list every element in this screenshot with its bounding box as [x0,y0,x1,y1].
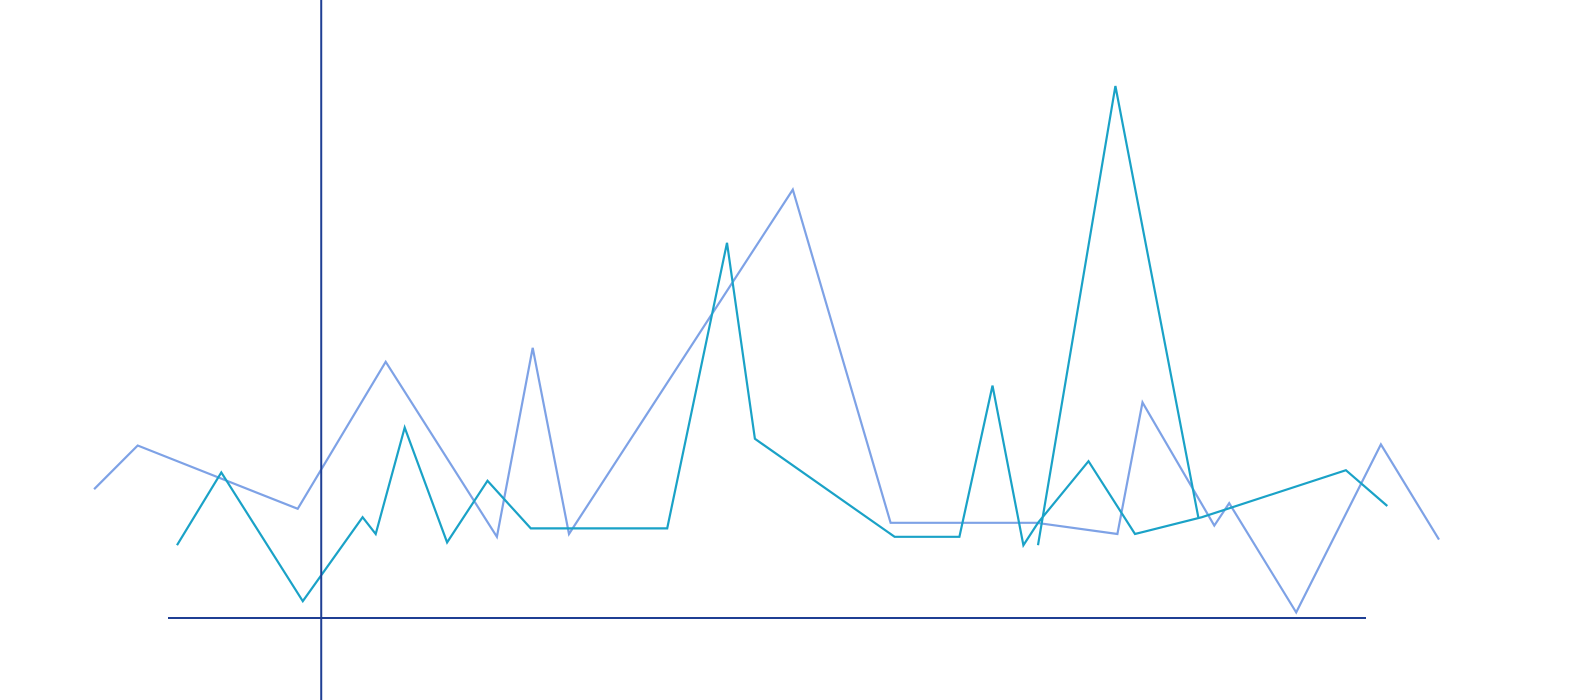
axis-layer [168,0,1366,700]
series-line-2 [176,242,1389,604]
series-line-3 [1036,85,1200,546]
series-line-1 [93,186,1440,615]
series-layer [93,85,1440,615]
